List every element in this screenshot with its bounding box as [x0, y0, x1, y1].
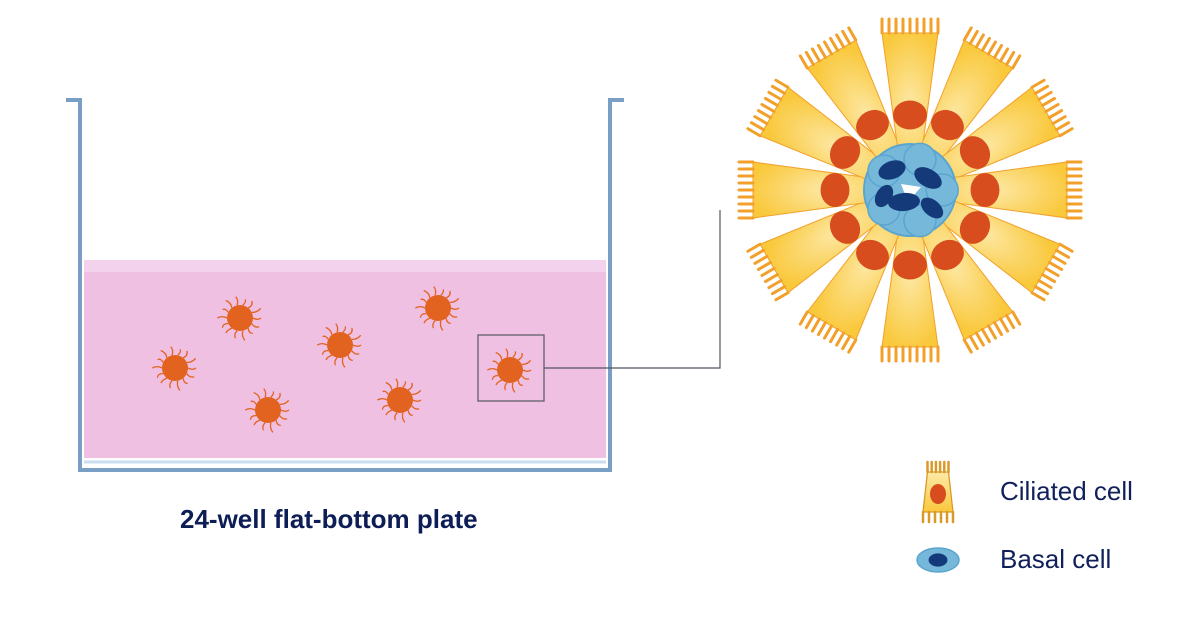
legend: [917, 462, 959, 572]
rosette: [739, 19, 1081, 361]
diagram-stage: [0, 0, 1200, 630]
legend-label-basal: Basal cell: [1000, 544, 1111, 575]
plate-label: 24-well flat-bottom plate: [180, 504, 478, 535]
legend-icon-basal: [917, 548, 959, 572]
well-plate: [66, 100, 624, 470]
diagram-svg: [0, 0, 1200, 630]
legend-label-ciliated: Ciliated cell: [1000, 476, 1133, 507]
legend-icon-ciliated: [923, 462, 953, 522]
